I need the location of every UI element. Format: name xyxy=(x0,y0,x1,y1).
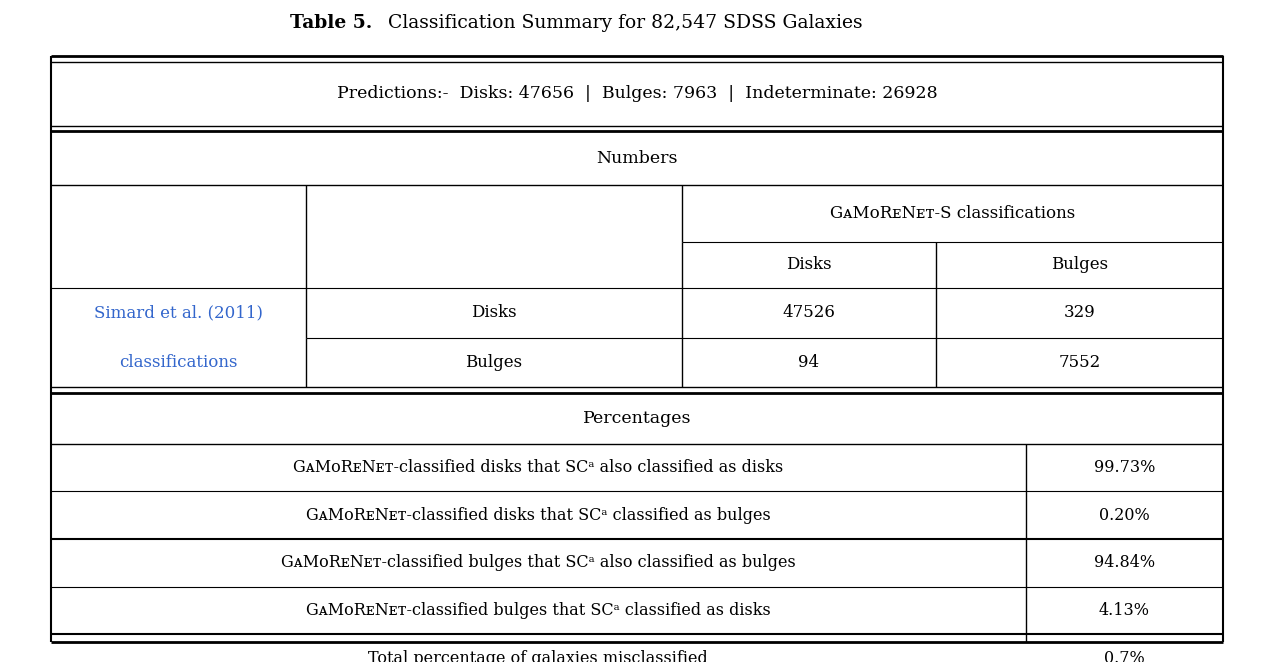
Text: 4.13%: 4.13% xyxy=(1098,602,1150,619)
Text: 47526: 47526 xyxy=(782,305,836,321)
Text: Classification Summary for 82,547 SDSS Galaxies: Classification Summary for 82,547 SDSS G… xyxy=(376,14,862,32)
Text: Predictions:-  Disks: 47656  |  Bulges: 7963  |  Indeterminate: 26928: Predictions:- Disks: 47656 | Bulges: 796… xyxy=(336,85,938,102)
Text: 7552: 7552 xyxy=(1059,354,1101,371)
Text: Numbers: Numbers xyxy=(596,150,678,167)
Text: 94: 94 xyxy=(799,354,819,371)
Text: classifications: classifications xyxy=(118,354,238,371)
Text: GᴀMᴏRᴇNᴇᴛ-S classifications: GᴀMᴏRᴇNᴇᴛ-S classifications xyxy=(829,205,1075,222)
Text: Simard et al. (2011): Simard et al. (2011) xyxy=(94,304,262,321)
Text: 0.20%: 0.20% xyxy=(1099,506,1149,524)
Text: Table 5.: Table 5. xyxy=(289,14,372,32)
Text: 0.7%: 0.7% xyxy=(1105,649,1144,662)
Text: Bulges: Bulges xyxy=(1051,256,1108,273)
Text: GᴀMᴏRᴇNᴇᴛ-classified disks that SCᵃ also classified as disks: GᴀMᴏRᴇNᴇᴛ-classified disks that SCᵃ also… xyxy=(293,459,784,476)
Text: 94.84%: 94.84% xyxy=(1094,554,1154,571)
Text: GᴀMᴏRᴇNᴇᴛ-classified bulges that SCᵃ classified as disks: GᴀMᴏRᴇNᴇᴛ-classified bulges that SCᵃ cla… xyxy=(306,602,771,619)
Text: GᴀMᴏRᴇNᴇᴛ-classified bulges that SCᵃ also classified as bulges: GᴀMᴏRᴇNᴇᴛ-classified bulges that SCᵃ als… xyxy=(280,554,796,571)
Text: GᴀMᴏRᴇNᴇᴛ-classified disks that SCᵃ classified as bulges: GᴀMᴏRᴇNᴇᴛ-classified disks that SCᵃ clas… xyxy=(306,506,771,524)
Text: Bulges: Bulges xyxy=(465,354,522,371)
Text: 99.73%: 99.73% xyxy=(1093,459,1156,476)
Text: Percentages: Percentages xyxy=(582,410,692,426)
Text: Disks: Disks xyxy=(786,256,832,273)
Text: 329: 329 xyxy=(1064,305,1096,321)
Text: Disks: Disks xyxy=(471,305,516,321)
Text: Total percentage of galaxies misclassified: Total percentage of galaxies misclassifi… xyxy=(368,649,708,662)
